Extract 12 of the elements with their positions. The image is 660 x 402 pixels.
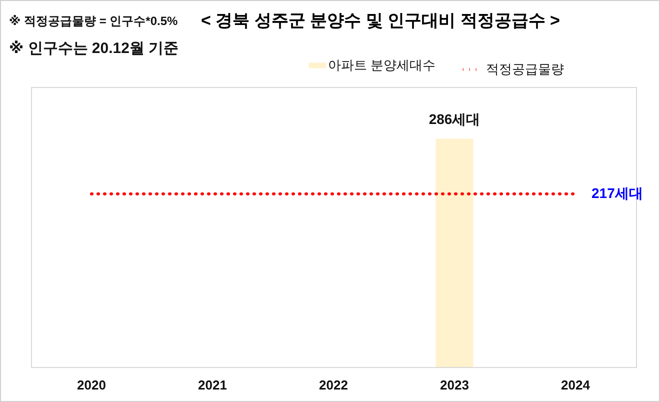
data-label: 286세대 [428,110,480,127]
x-tick-label: 2024 [561,378,591,392]
data-label: 217세대 [592,184,643,201]
chart-title: < 경북 성주군 분양수 및 인구대비 적정공급수 > [201,10,560,32]
text: ※ 인구수는 20.12월 기준 [9,39,179,58]
x-tick-label: 2022 [319,378,348,392]
x-tick-label: 2021 [198,378,227,392]
x-tick-label: 2023 [440,378,469,392]
legend-label: 아파트 분양세대수 [328,58,436,72]
x-tick-label: 2020 [77,378,106,392]
legend-label: 적정공급물량 [486,62,564,76]
text: ※ 적정공급물량 = 인구수*0.5% [9,13,178,30]
